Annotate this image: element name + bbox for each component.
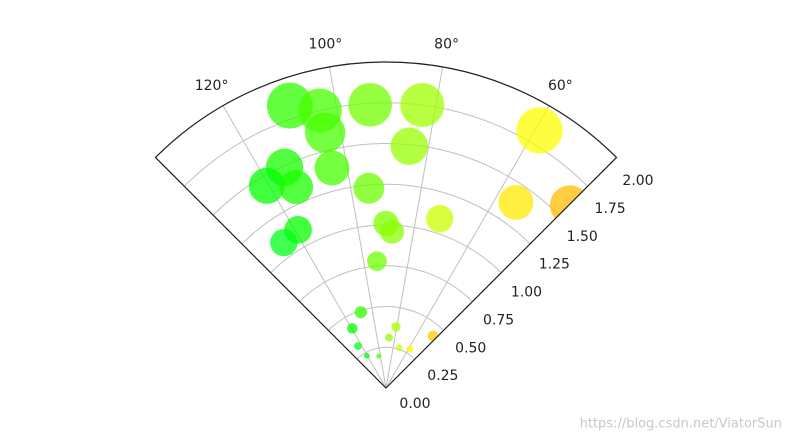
point (314, 150, 350, 186)
point (367, 251, 387, 271)
point (248, 167, 285, 204)
point (400, 83, 445, 128)
point (379, 219, 405, 244)
point (391, 322, 401, 332)
r-tick-label: 1.75 (595, 201, 626, 217)
frame (154, 61, 618, 389)
point (376, 353, 382, 359)
radial-grid (241, 183, 531, 245)
point (363, 352, 370, 359)
point (354, 342, 362, 350)
point (304, 112, 346, 153)
radial-grid (356, 346, 416, 360)
r-tick-label: 0.00 (399, 396, 430, 412)
angular-grid (385, 105, 550, 389)
r-tick-label: 0.75 (483, 312, 514, 328)
point (406, 345, 414, 353)
point (395, 344, 403, 351)
radial-grid (299, 265, 473, 302)
point (347, 323, 358, 334)
point (390, 127, 428, 165)
point (279, 170, 314, 205)
r-tick-label: 1.00 (511, 285, 542, 301)
point (354, 306, 367, 319)
point (353, 172, 385, 204)
r-tick-label: 2.00 (622, 173, 653, 189)
point (549, 185, 590, 226)
r-tick-label: 0.50 (455, 340, 486, 356)
theta-tick-label: 80° (434, 36, 459, 52)
watermark: https://blog.csdn.net/ViatorSun (580, 417, 782, 432)
theta-tick-label: 100° (309, 36, 343, 52)
point (516, 107, 563, 154)
r-tick-label: 0.25 (427, 368, 458, 384)
point (348, 82, 393, 127)
point (385, 333, 393, 342)
point (498, 184, 534, 220)
theta-tick-label: 120° (195, 78, 229, 94)
radial-grid (328, 306, 444, 331)
point (270, 228, 298, 257)
point (427, 330, 439, 342)
theta-tick-label: 60° (548, 78, 573, 94)
point (426, 204, 454, 233)
r-tick-label: 1.50 (567, 229, 598, 245)
angular-grid (222, 105, 387, 389)
points (248, 82, 590, 359)
r-tick-label: 1.25 (539, 257, 570, 273)
